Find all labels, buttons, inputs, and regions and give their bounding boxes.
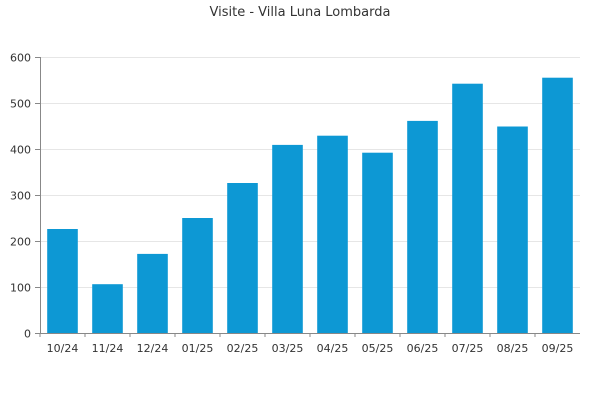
bar-03-25	[272, 144, 303, 333]
bar-02-25	[227, 183, 258, 333]
x-tick-label: 06/25	[407, 342, 439, 355]
bar-08-25	[497, 126, 528, 333]
x-tick-label: 02/25	[227, 342, 259, 355]
y-tick-label: 400	[10, 144, 31, 157]
y-tick-label: 0	[24, 328, 31, 341]
bar-11-24	[92, 284, 123, 333]
x-tick-label: 03/25	[272, 342, 304, 355]
x-tick-label: 04/25	[317, 342, 349, 355]
bars	[47, 77, 573, 334]
bar-09-25	[542, 77, 573, 333]
x-tick-label: 08/25	[497, 342, 529, 355]
y-axis-ticks: 0 100 200 300 400 500 600	[10, 52, 40, 341]
y-tick-label: 100	[10, 282, 31, 295]
bar-10-24	[47, 229, 78, 333]
bar-05-25	[362, 152, 393, 333]
x-tick-label: 05/25	[362, 342, 394, 355]
y-tick-label: 500	[10, 98, 31, 111]
x-axis-ticks: 10/24 11/24 12/24 01/25 02/25 03/25 04/25 05/25…	[39, 333, 574, 355]
bar-01-25	[182, 218, 213, 333]
x-tick-label: 09/25	[542, 342, 574, 355]
chart-title: Visite - Villa Luna Lombarda	[210, 5, 391, 20]
x-tick-label: 12/24	[137, 342, 169, 355]
x-tick-label: 01/25	[182, 342, 214, 355]
bar-04-25	[317, 135, 348, 333]
x-tick-label: 11/24	[92, 342, 124, 355]
y-tick-label: 300	[10, 190, 31, 203]
y-tick-label: 600	[10, 52, 31, 65]
bar-07-25	[452, 83, 483, 333]
y-tick-label: 200	[10, 236, 31, 249]
x-tick-label: 07/25	[452, 342, 484, 355]
gridlines	[40, 57, 580, 288]
x-tick-label: 10/24	[47, 342, 79, 355]
bar-06-25	[407, 120, 438, 334]
bar-12-24	[137, 253, 168, 333]
